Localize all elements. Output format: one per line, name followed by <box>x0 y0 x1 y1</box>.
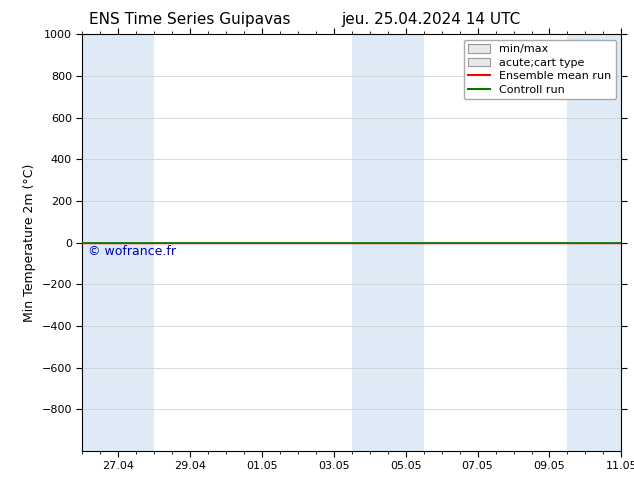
Bar <box>567 34 621 451</box>
Text: ENS Time Series Guipavas: ENS Time Series Guipavas <box>89 12 291 27</box>
Y-axis label: Min Temperature 2m (°C): Min Temperature 2m (°C) <box>23 163 36 322</box>
Bar <box>82 34 154 451</box>
Text: © wofrance.fr: © wofrance.fr <box>87 245 176 258</box>
Bar <box>352 34 424 451</box>
Legend: min/max, acute;cart type, Ensemble mean run, Controll run: min/max, acute;cart type, Ensemble mean … <box>463 40 616 99</box>
Text: jeu. 25.04.2024 14 UTC: jeu. 25.04.2024 14 UTC <box>342 12 521 27</box>
